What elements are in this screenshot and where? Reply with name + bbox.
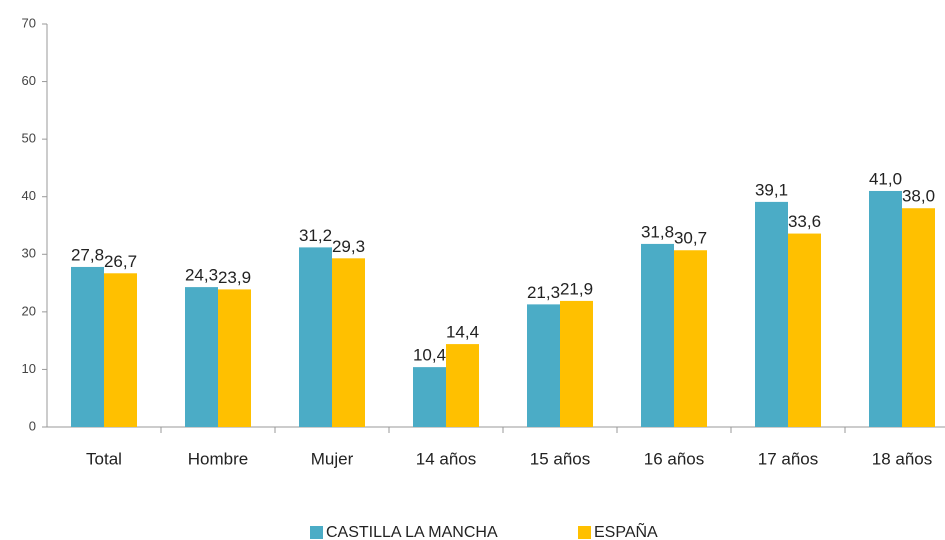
legend-swatch bbox=[310, 526, 323, 539]
value-label: 30,7 bbox=[674, 229, 707, 248]
y-tick-label: 30 bbox=[22, 246, 36, 261]
y-tick-label: 20 bbox=[22, 303, 36, 318]
bar bbox=[902, 208, 935, 427]
bar bbox=[527, 304, 560, 427]
bar bbox=[674, 250, 707, 427]
value-label: 10,4 bbox=[413, 346, 446, 365]
bar bbox=[185, 287, 218, 427]
y-tick-label: 70 bbox=[22, 15, 36, 30]
x-tick-label: 14 años bbox=[416, 449, 477, 468]
value-label: 21,3 bbox=[527, 283, 560, 302]
value-label: 24,3 bbox=[185, 266, 218, 285]
value-label: 31,8 bbox=[641, 222, 674, 241]
legend-label: CASTILLA LA MANCHA bbox=[326, 524, 498, 540]
y-tick-label: 60 bbox=[22, 73, 36, 88]
y-tick-label: 50 bbox=[22, 131, 36, 146]
x-tick-label: 18 años bbox=[872, 449, 933, 468]
value-label: 26,7 bbox=[104, 252, 137, 271]
value-label: 27,8 bbox=[71, 245, 104, 264]
y-tick-label: 10 bbox=[22, 361, 36, 376]
x-tick-label: 16 años bbox=[644, 449, 705, 468]
bar bbox=[299, 247, 332, 427]
value-label: 14,4 bbox=[446, 323, 479, 342]
value-label: 33,6 bbox=[788, 212, 821, 231]
y-tick-label: 40 bbox=[22, 188, 36, 203]
value-label: 38,0 bbox=[902, 187, 935, 206]
value-label: 39,1 bbox=[755, 180, 788, 199]
legend-label: ESPAÑA bbox=[594, 521, 658, 540]
bar bbox=[104, 273, 137, 427]
x-tick-label: Total bbox=[86, 449, 122, 468]
x-tick-label: 17 años bbox=[758, 449, 819, 468]
x-tick-label: 15 años bbox=[530, 449, 591, 468]
bar bbox=[869, 190, 902, 427]
bar bbox=[755, 201, 788, 427]
value-label: 29,3 bbox=[332, 237, 365, 256]
value-label: 31,2 bbox=[299, 226, 332, 245]
bar bbox=[71, 266, 104, 427]
bar bbox=[446, 344, 479, 427]
value-label: 41,0 bbox=[869, 169, 902, 188]
bar bbox=[641, 243, 674, 427]
y-tick-label: 0 bbox=[29, 418, 36, 433]
value-label: 23,9 bbox=[218, 268, 251, 287]
bar bbox=[560, 300, 593, 427]
bar bbox=[218, 289, 251, 427]
x-tick-label: Hombre bbox=[188, 449, 248, 468]
legend-swatch bbox=[578, 526, 591, 539]
bar bbox=[332, 258, 365, 427]
bar bbox=[413, 367, 446, 427]
bar bbox=[788, 233, 821, 427]
value-label: 21,9 bbox=[560, 279, 593, 298]
x-tick-label: Mujer bbox=[311, 449, 354, 468]
